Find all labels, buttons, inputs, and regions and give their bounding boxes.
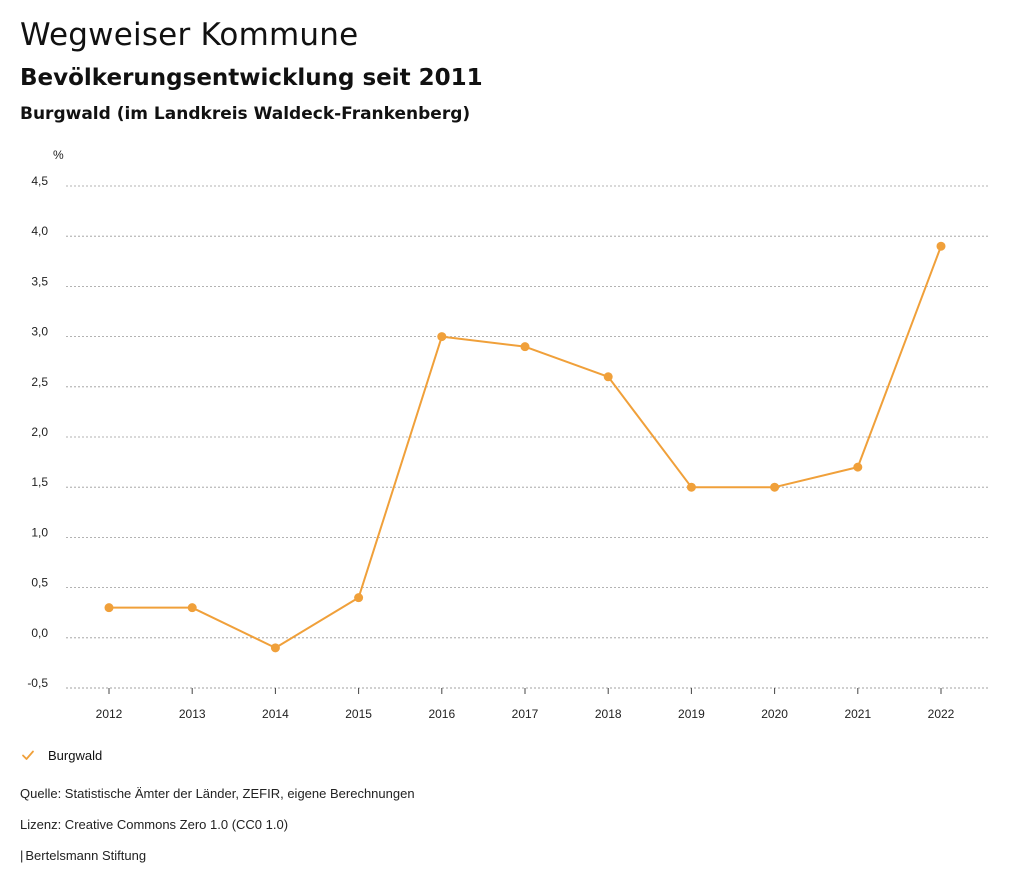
legend-item-burgwald[interactable]: Burgwald (20, 745, 102, 765)
y-tick-label: 3,5 (31, 274, 48, 288)
license-note: Lizenz: Creative Commons Zero 1.0 (CC0 1… (20, 817, 289, 832)
data-point[interactable] (437, 332, 447, 342)
x-tick-label: 2013 (179, 707, 206, 721)
y-tick-label: 2,5 (31, 375, 48, 389)
y-tick-label: 2,0 (31, 425, 48, 439)
data-point[interactable] (104, 603, 114, 613)
line-chart: % -0,5 0,0 0,5 1,0 1,5 2,0 2,5 3,0 3,5 4,0 4,5 2012… (27, 148, 990, 721)
y-tick-label: 0,5 (31, 576, 48, 590)
x-tick-label: 2012 (96, 707, 123, 721)
check-icon (22, 750, 34, 760)
credit-note: | Bertelsmann Stiftung (20, 848, 146, 863)
data-point[interactable] (603, 372, 613, 382)
x-tick-label: 2019 (678, 707, 705, 721)
data-point[interactable] (936, 241, 946, 251)
y-tick-label: 4,0 (31, 224, 48, 238)
x-tick-label: 2022 (928, 707, 955, 721)
data-point[interactable] (520, 342, 530, 352)
credit-text: Bertelsmann Stiftung (25, 848, 147, 863)
x-tick-label: 2014 (262, 707, 289, 721)
data-point[interactable] (187, 603, 197, 613)
y-tick-label: 1,5 (31, 475, 48, 489)
grid-layer (66, 185, 990, 689)
series-line-burgwald (109, 245, 942, 649)
x-tick-label: 2018 (595, 707, 622, 721)
legend-label: Burgwald (48, 747, 103, 763)
series-layer (104, 241, 946, 653)
y-tick-label: 4,5 (31, 174, 48, 188)
axis-layer: % -0,5 0,0 0,5 1,0 1,5 2,0 2,5 3,0 3,5 4,0 4,5 2012… (27, 148, 990, 721)
page-title: Wegweiser Kommune (20, 17, 359, 53)
y-tick-label: 3,0 (31, 325, 48, 339)
y-tick-label: 1,0 (31, 525, 48, 539)
x-tick-label: 2020 (761, 707, 788, 721)
y-axis-unit-label: % (53, 148, 64, 162)
credit-separator: | (20, 848, 24, 863)
data-point[interactable] (853, 462, 863, 472)
data-point[interactable] (686, 482, 696, 492)
data-point[interactable] (270, 643, 280, 653)
y-tick-label: 0,0 (31, 626, 48, 640)
chart-subtitle: Bevölkerungsentwicklung seit 2011 (20, 65, 483, 91)
data-point[interactable] (354, 593, 364, 603)
data-point[interactable] (770, 482, 780, 492)
x-tick-label: 2015 (345, 707, 372, 721)
y-tick-label: -0,5 (27, 676, 48, 690)
x-tick-label: 2016 (428, 707, 455, 721)
x-tick-label: 2017 (512, 707, 539, 721)
source-note: Quelle: Statistische Ämter der Länder, Z… (20, 786, 415, 801)
region-label: Burgwald (im Landkreis Waldeck-Frankenbe… (20, 104, 471, 124)
x-tick-label: 2021 (844, 707, 871, 721)
